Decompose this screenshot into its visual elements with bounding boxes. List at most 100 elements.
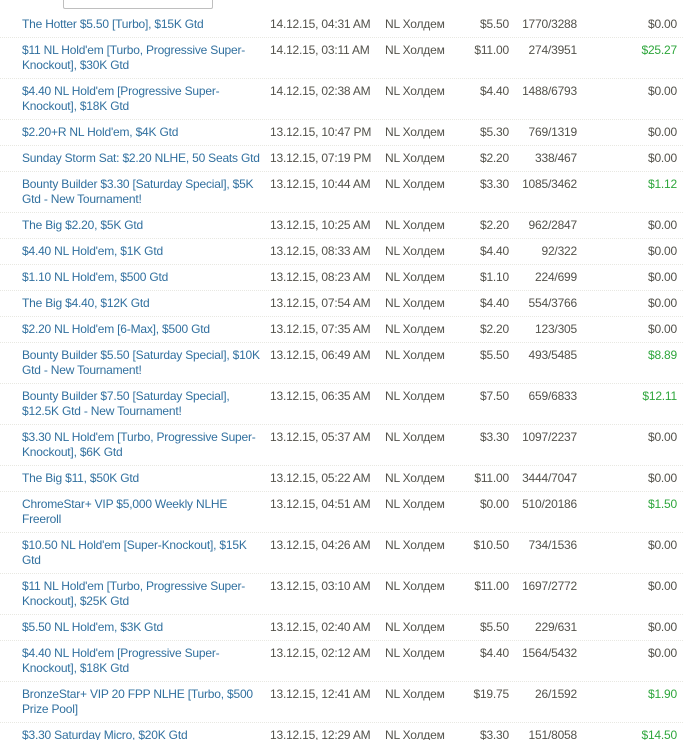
- buy-in-amount: $2.20: [479, 218, 509, 232]
- game-type: NL Холдем: [385, 84, 445, 98]
- tournament-link[interactable]: BronzeStar+ VIP 20 FPP NLHE [Turbo, $500…: [22, 687, 253, 716]
- finish-position: 1564/5432: [522, 646, 577, 660]
- tournament-link[interactable]: The Big $11, $50K Gtd: [22, 471, 139, 485]
- tournament-link[interactable]: $1.10 NL Hold'em, $500 Gtd: [22, 270, 169, 284]
- tournament-link[interactable]: ChromeStar+ VIP $5,000 Weekly NLHE Freer…: [22, 497, 228, 526]
- tournament-link[interactable]: $3.30 Saturday Micro, $20K Gtd: [22, 728, 188, 740]
- buy-in-amount: $5.50: [479, 17, 509, 31]
- game-type: NL Холдем: [385, 430, 445, 444]
- tournament-link[interactable]: $2.20+R NL Hold'em, $4K Gtd: [22, 125, 179, 139]
- tournament-link[interactable]: The Big $4.40, $12K Gtd: [22, 296, 150, 310]
- tournament-link[interactable]: $4.40 NL Hold'em, $1K Gtd: [22, 244, 163, 258]
- tournament-link[interactable]: Bounty Builder $5.50 [Saturday Special],…: [22, 348, 260, 377]
- tournament-link[interactable]: $3.30 NL Hold'em [Turbo, Progressive Sup…: [22, 430, 256, 459]
- tournament-link[interactable]: $10.50 NL Hold'em [Super-Knockout], $15K…: [22, 538, 247, 567]
- game-type: NL Холдем: [385, 151, 445, 165]
- finish-position: 734/1536: [528, 538, 578, 552]
- start-time: 13.12.15, 07:35 AM: [270, 322, 371, 336]
- start-time: 13.12.15, 12:29 AM: [270, 728, 371, 740]
- table-row: The Hotter $5.50 [Turbo], $15K Gtd 14.12…: [0, 12, 683, 38]
- finish-position: 659/6833: [528, 389, 578, 403]
- winnings-amount: $0.00: [647, 244, 677, 258]
- game-type: NL Холдем: [385, 497, 445, 511]
- tournament-link[interactable]: Bounty Builder $3.30 [Saturday Special],…: [22, 177, 254, 206]
- tournament-link[interactable]: Bounty Builder $7.50 [Saturday Special],…: [22, 389, 230, 418]
- tournament-link[interactable]: $4.40 NL Hold'em [Progressive Super-Knoc…: [22, 84, 220, 113]
- table-row: Bounty Builder $7.50 [Saturday Special],…: [0, 384, 683, 425]
- finish-position: 769/1319: [528, 125, 578, 139]
- tournament-link[interactable]: $11 NL Hold'em [Turbo, Progressive Super…: [22, 579, 246, 608]
- winnings-amount: $0.00: [647, 296, 677, 310]
- tournament-name-cell: $4.40 NL Hold'em [Progressive Super-Knoc…: [22, 646, 270, 676]
- winnings-amount: $0.00: [647, 151, 677, 165]
- winnings-amount: $1.12: [647, 177, 677, 191]
- buy-in-amount: $1.10: [479, 270, 509, 284]
- finish-position: 151/8058: [528, 728, 578, 740]
- tournament-name-cell: ChromeStar+ VIP $5,000 Weekly NLHE Freer…: [22, 497, 270, 527]
- winnings-amount: $0.00: [647, 125, 677, 139]
- game-type: NL Холдем: [385, 471, 445, 485]
- game-type: NL Холдем: [385, 322, 445, 336]
- game-type: NL Холдем: [385, 646, 445, 660]
- buy-in-amount: $5.30: [479, 125, 509, 139]
- start-time: 13.12.15, 05:37 AM: [270, 430, 371, 444]
- tournament-link[interactable]: $5.50 NL Hold'em, $3K Gtd: [22, 620, 163, 634]
- game-type: NL Холдем: [385, 728, 445, 740]
- game-type: NL Холдем: [385, 538, 445, 552]
- start-time: 13.12.15, 06:35 AM: [270, 389, 371, 403]
- table-row: The Big $4.40, $12K Gtd 13.12.15, 07:54 …: [0, 291, 683, 317]
- game-type: NL Холдем: [385, 579, 445, 593]
- tournament-link[interactable]: The Hotter $5.50 [Turbo], $15K Gtd: [22, 17, 204, 31]
- start-time: 13.12.15, 02:40 AM: [270, 620, 371, 634]
- finish-position: 1770/3288: [522, 17, 577, 31]
- start-time: 13.12.15, 02:12 AM: [270, 646, 371, 660]
- table-row: $4.40 NL Hold'em [Progressive Super-Knoc…: [0, 79, 683, 120]
- game-type: NL Холдем: [385, 218, 445, 232]
- tournament-name-cell: The Big $11, $50K Gtd: [22, 471, 270, 486]
- finish-position: 224/699: [535, 270, 577, 284]
- finish-position: 26/1592: [535, 687, 577, 701]
- start-time: 13.12.15, 10:47 PM: [270, 125, 372, 139]
- winnings-amount: $25.27: [641, 43, 677, 57]
- table-row: $4.40 NL Hold'em [Progressive Super-Knoc…: [0, 641, 683, 682]
- tournament-name-cell: $1.10 NL Hold'em, $500 Gtd: [22, 270, 270, 285]
- tournament-name-cell: The Big $4.40, $12K Gtd: [22, 296, 270, 311]
- winnings-amount: $14.50: [641, 728, 677, 740]
- tournament-name-cell: $5.50 NL Hold'em, $3K Gtd: [22, 620, 270, 635]
- table-row: $11 NL Hold'em [Turbo, Progressive Super…: [0, 38, 683, 79]
- filter-input[interactable]: [63, 0, 213, 9]
- table-row: $1.10 NL Hold'em, $500 Gtd 13.12.15, 08:…: [0, 265, 683, 291]
- tournament-link[interactable]: $2.20 NL Hold'em [6-Max], $500 Gtd: [22, 322, 210, 336]
- table-row: $2.20+R NL Hold'em, $4K Gtd 13.12.15, 10…: [0, 120, 683, 146]
- buy-in-amount: $11.00: [474, 471, 509, 485]
- game-type: NL Холдем: [385, 244, 445, 258]
- winnings-amount: $0.00: [647, 620, 677, 634]
- winnings-amount: $1.90: [647, 687, 677, 701]
- start-time: 13.12.15, 10:25 AM: [270, 218, 371, 232]
- buy-in-amount: $10.50: [473, 538, 509, 552]
- tournament-link[interactable]: $11 NL Hold'em [Turbo, Progressive Super…: [22, 43, 246, 72]
- tournament-name-cell: $3.30 Saturday Micro, $20K Gtd: [22, 728, 270, 740]
- buy-in-amount: $4.40: [479, 296, 509, 310]
- tournament-name-cell: Bounty Builder $3.30 [Saturday Special],…: [22, 177, 270, 207]
- finish-position: 1085/3462: [522, 177, 577, 191]
- game-type: NL Холдем: [385, 389, 445, 403]
- finish-position: 338/467: [535, 151, 577, 165]
- game-type: NL Холдем: [385, 270, 445, 284]
- tournament-link[interactable]: The Big $2.20, $5K Gtd: [22, 218, 144, 232]
- winnings-amount: $8.89: [647, 348, 677, 362]
- tournament-name-cell: Bounty Builder $5.50 [Saturday Special],…: [22, 348, 270, 378]
- tournament-name-cell: $2.20 NL Hold'em [6-Max], $500 Gtd: [22, 322, 270, 337]
- tournament-link[interactable]: $4.40 NL Hold'em [Progressive Super-Knoc…: [22, 646, 220, 675]
- buy-in-amount: $3.30: [479, 430, 509, 444]
- game-type: NL Холдем: [385, 296, 445, 310]
- finish-position: 1488/6793: [522, 84, 577, 98]
- tournament-name-cell: $4.40 NL Hold'em [Progressive Super-Knoc…: [22, 84, 270, 114]
- game-type: NL Холдем: [385, 43, 445, 57]
- tournament-link[interactable]: Sunday Storm Sat: $2.20 NLHE, 50 Seats G…: [22, 151, 260, 165]
- winnings-amount: $0.00: [647, 17, 677, 31]
- start-time: 13.12.15, 04:51 AM: [270, 497, 371, 511]
- buy-in-amount: $11.00: [474, 579, 509, 593]
- table-row: $2.20 NL Hold'em [6-Max], $500 Gtd 13.12…: [0, 317, 683, 343]
- winnings-amount: $0.00: [647, 471, 677, 485]
